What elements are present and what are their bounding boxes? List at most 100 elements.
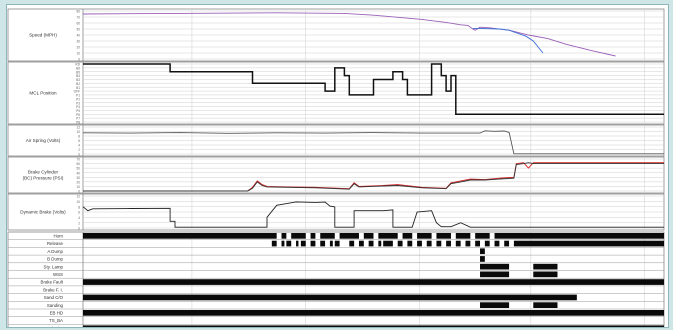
digital-label: Sand C/O <box>44 295 64 300</box>
tick-label: 2 <box>78 221 80 225</box>
state-bar <box>407 241 412 247</box>
state-bar <box>398 241 403 247</box>
tick-label: 6 <box>78 211 80 215</box>
state-bar <box>311 233 316 239</box>
digital-label: EB HD <box>50 310 63 315</box>
panel-label: Air Spring (Volts) <box>26 138 61 143</box>
tick-label: 2 <box>78 148 80 152</box>
state-bar <box>533 264 557 270</box>
state-bar <box>480 256 485 262</box>
state-bar <box>272 241 277 247</box>
digital-panel: Horn Release A Dump B Dump Sty. Lamp WSS Brake… <box>8 232 664 327</box>
state-bar <box>383 241 393 247</box>
state-bar <box>320 233 335 239</box>
state-bar <box>495 233 664 239</box>
tick-label: P8 <box>76 121 80 125</box>
tick-label: 10 <box>76 52 80 56</box>
digital-label: B Dump <box>47 257 63 262</box>
panel-1: RDB6B5B4B3B2B1OFFP1P2P3P4P5P6P7P8MCL Pos… <box>8 62 664 125</box>
state-bar <box>465 241 470 247</box>
tick-label: 80 <box>76 10 80 14</box>
state-bar <box>267 233 277 239</box>
state-bar <box>349 241 354 247</box>
state-bar <box>83 295 577 301</box>
state-bar <box>320 241 325 247</box>
state-bar <box>301 241 306 247</box>
tick-label: 10 <box>76 200 80 204</box>
state-bar <box>485 241 490 247</box>
tick-label: 10 <box>76 130 80 134</box>
panel-label: Brake Cylinder <box>28 170 59 175</box>
tick-label: 30 <box>76 176 80 180</box>
state-bar <box>480 302 509 308</box>
tick-label: 50 <box>76 167 80 171</box>
panel-label: MCL Position <box>29 91 57 96</box>
state-bar <box>282 233 287 239</box>
state-bar <box>286 241 291 247</box>
state-bar <box>378 233 397 239</box>
tick-label: 4 <box>78 216 80 220</box>
state-bar <box>403 233 413 239</box>
state-bar <box>83 310 664 316</box>
state-bar <box>311 241 316 247</box>
state-bar <box>335 241 340 247</box>
tick-label: 0 <box>78 58 80 62</box>
tick-label: 10 <box>76 185 80 189</box>
tick-label: 20 <box>76 180 80 184</box>
digital-label: TS_BA <box>49 318 63 323</box>
state-bar <box>504 241 509 247</box>
tick-label: 60 <box>76 162 80 166</box>
state-bar <box>446 241 451 247</box>
digital-label: Brake F. I. <box>43 287 63 292</box>
state-bar <box>291 233 306 239</box>
digital-label: Sanding <box>47 303 64 308</box>
tick-label: 12 <box>76 126 80 130</box>
digital-label: Horn <box>53 233 63 238</box>
tick-label: 60 <box>76 22 80 26</box>
state-bar <box>340 233 359 239</box>
digital-label: Brake Fault <box>41 280 64 285</box>
digital-label: Snowbrake <box>41 326 64 327</box>
tick-label: 4 <box>78 144 80 148</box>
tick-label: 0 <box>78 227 80 231</box>
tick-label: 40 <box>76 171 80 175</box>
state-bar <box>330 241 333 247</box>
digital-label: WSS <box>53 272 63 277</box>
state-bar <box>456 241 461 247</box>
tick-label: 40 <box>76 34 80 38</box>
state-bar <box>359 241 364 247</box>
panel-label: Speed (MPH) <box>29 33 57 38</box>
tick-label: 8 <box>78 135 80 139</box>
state-bar <box>533 272 557 278</box>
tick-label: 20 <box>76 46 80 50</box>
state-bar <box>436 241 441 247</box>
state-bar <box>83 279 664 285</box>
tick-label: 30 <box>76 40 80 44</box>
state-bar <box>282 241 285 247</box>
state-bar <box>83 325 664 327</box>
state-bar <box>480 272 509 278</box>
state-bar <box>417 233 432 239</box>
state-bar <box>456 233 471 239</box>
tick-label: 50 <box>76 28 80 32</box>
state-bar <box>533 302 557 308</box>
panel-label: Dynamic Brake (Volts) <box>20 210 66 215</box>
tick-label: 0 <box>78 153 80 157</box>
tick-label: 6 <box>78 139 80 143</box>
state-bar <box>296 241 298 247</box>
tick-label: 0 <box>78 190 80 194</box>
tick-label: 70 <box>76 158 80 162</box>
state-bar <box>427 241 432 247</box>
digital-label: Sty. Lamp <box>44 264 64 269</box>
chart-frame: 80 70 60 50 40 30 20 10 0 Speed (MPH) RD B6 B5 B4 B3 B2… <box>6 4 669 328</box>
digital-label: A Dump <box>47 249 63 254</box>
state-bar <box>436 233 451 239</box>
state-bar <box>364 233 374 239</box>
state-bar <box>480 264 509 270</box>
state-bar <box>83 233 267 239</box>
state-bar <box>475 241 480 247</box>
tick-label: 12 <box>76 195 80 199</box>
